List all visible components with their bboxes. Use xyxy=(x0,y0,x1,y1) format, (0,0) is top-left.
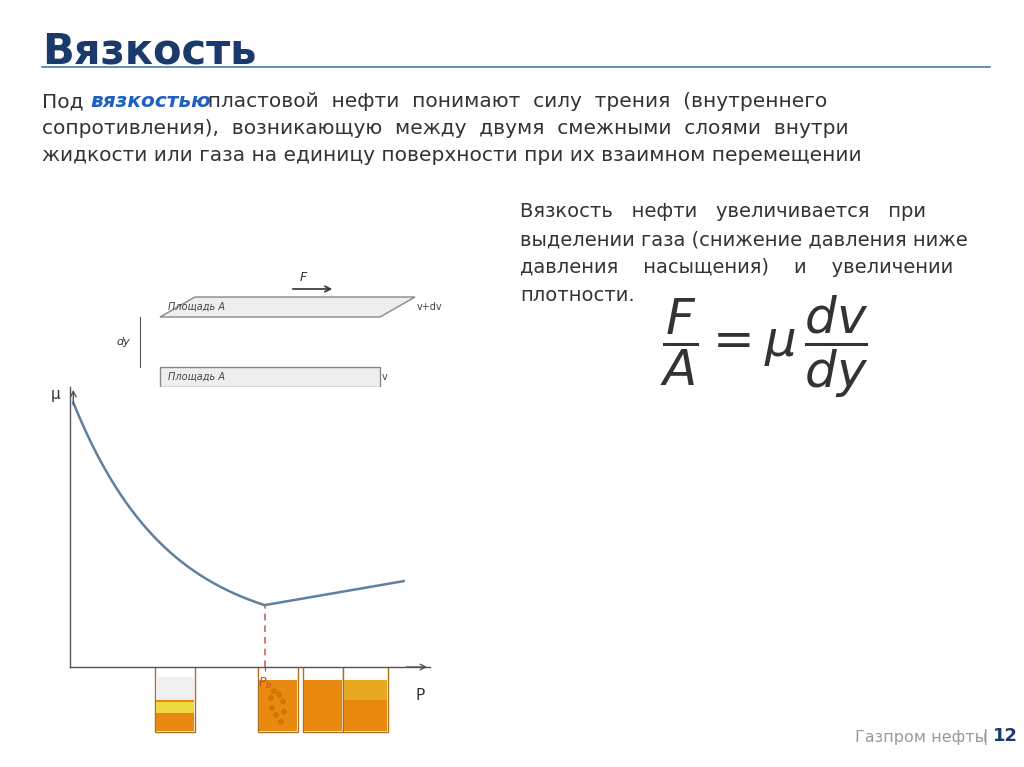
Bar xyxy=(156,676,194,700)
Bar xyxy=(156,702,194,713)
Text: dy: dy xyxy=(117,337,130,347)
Polygon shape xyxy=(160,297,415,317)
Bar xyxy=(282,652,288,664)
Bar xyxy=(259,680,297,700)
Bar xyxy=(259,700,297,731)
Bar xyxy=(179,652,185,664)
Circle shape xyxy=(268,695,274,701)
Bar xyxy=(342,664,387,732)
Bar xyxy=(155,664,195,732)
Circle shape xyxy=(273,712,279,718)
Bar xyxy=(258,664,298,732)
Bar xyxy=(327,652,333,664)
Text: $\dfrac{F}{A} = \mu\,\dfrac{dv}{dy}$: $\dfrac{F}{A} = \mu\,\dfrac{dv}{dy}$ xyxy=(660,294,868,400)
Circle shape xyxy=(278,719,284,725)
Text: Под: Под xyxy=(42,92,96,111)
Circle shape xyxy=(269,705,275,711)
Text: Площадь A: Площадь A xyxy=(168,372,225,382)
Text: давления    насыщения)    и    увеличении: давления насыщения) и увеличении xyxy=(520,258,953,277)
Text: v+dv: v+dv xyxy=(417,302,442,312)
Text: вязкостью: вязкостью xyxy=(90,92,211,111)
Bar xyxy=(343,700,386,731)
Text: Площадь A: Площадь A xyxy=(168,302,225,312)
Bar xyxy=(156,700,194,731)
Text: 12: 12 xyxy=(993,727,1018,745)
Circle shape xyxy=(280,699,286,704)
Bar xyxy=(304,680,342,700)
Text: v: v xyxy=(382,372,388,382)
Text: выделении газа (снижение давления ниже: выделении газа (снижение давления ниже xyxy=(520,230,968,249)
Text: сопротивления),  возникающую  между  двумя  смежными  слоями  внутри: сопротивления), возникающую между двумя … xyxy=(42,119,849,138)
Text: плотности.: плотности. xyxy=(520,286,635,305)
Bar xyxy=(303,664,343,732)
Polygon shape xyxy=(160,367,380,387)
Text: |: | xyxy=(983,729,993,745)
Bar xyxy=(268,652,274,664)
Text: μ: μ xyxy=(50,387,60,402)
Bar xyxy=(370,652,376,664)
Bar xyxy=(313,652,319,664)
Bar xyxy=(165,652,171,664)
Text: P: P xyxy=(416,688,425,703)
Text: Газпром нефты: Газпром нефты xyxy=(855,730,987,745)
Text: пластовой  нефти  понимают  силу  трения  (внутреннего: пластовой нефти понимают силу трения (вн… xyxy=(195,92,827,111)
Text: Вязкость   нефти   увеличивается   при: Вязкость нефти увеличивается при xyxy=(520,202,926,221)
Bar xyxy=(353,652,360,664)
Bar xyxy=(343,680,386,700)
Text: жидкости или газа на единицу поверхности при их взаимном перемещении: жидкости или газа на единицу поверхности… xyxy=(42,146,861,165)
Text: F: F xyxy=(300,271,307,284)
Text: Вязкость: Вязкость xyxy=(42,30,256,72)
Bar xyxy=(304,700,342,731)
Circle shape xyxy=(276,692,282,698)
Circle shape xyxy=(281,709,287,715)
Circle shape xyxy=(271,688,278,694)
